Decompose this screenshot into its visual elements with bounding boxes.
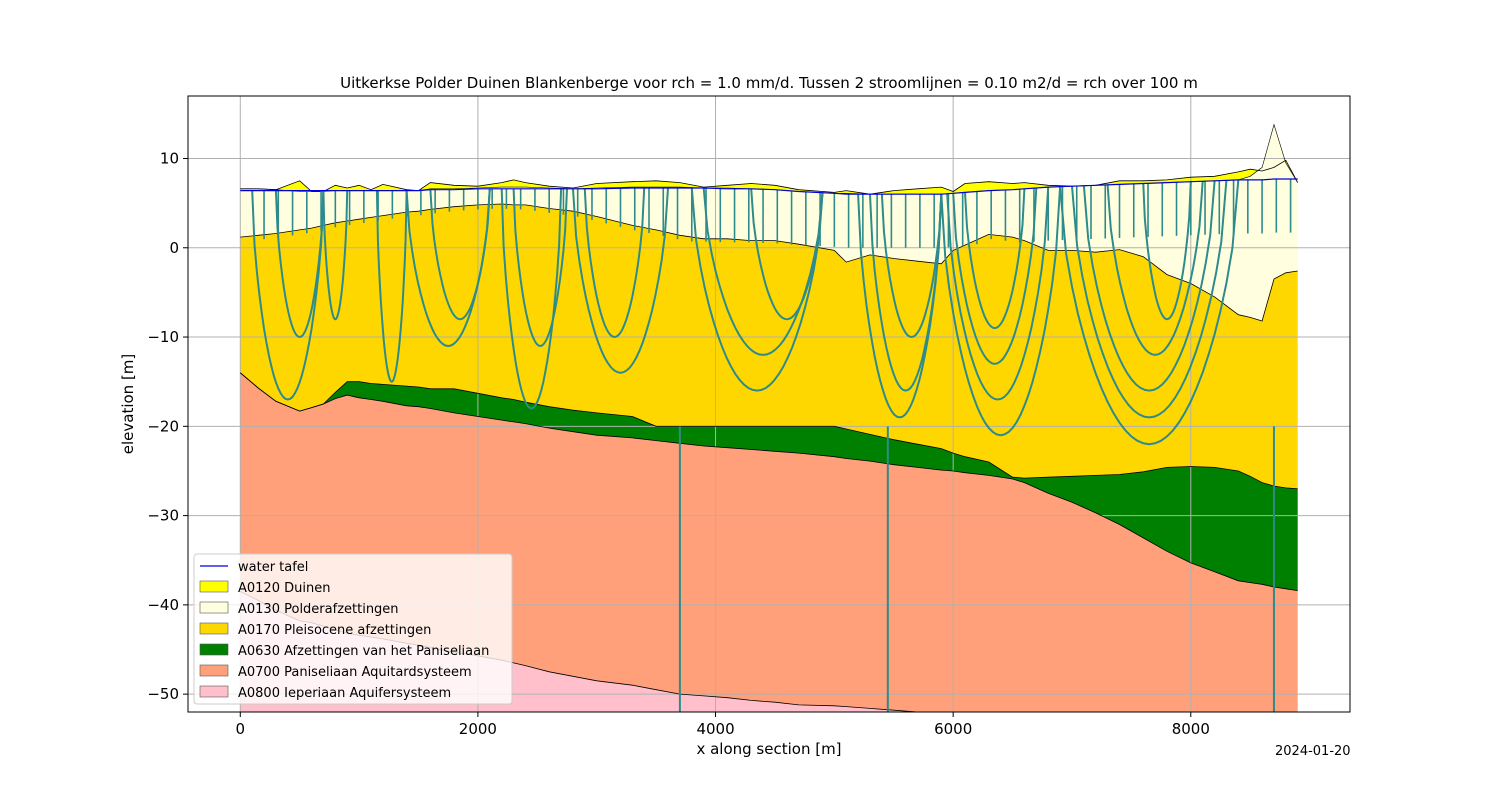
- streamline: [1106, 181, 1204, 356]
- streamline: [1082, 180, 1216, 392]
- legend-label: A0800 Ieperiaan Aquifersysteem: [238, 686, 451, 701]
- boundary-line: [240, 159, 1299, 195]
- legend-label: A0170 Pleisocene afzettingen: [238, 623, 431, 638]
- legend: water tafel A0120 Duinen A0130 Polderafzet…: [193, 553, 513, 705]
- y-tick-label: −30: [147, 507, 179, 525]
- legend-label: A0700 Paniseliaan Aquitardsysteem: [238, 665, 472, 680]
- legend-swatch: [199, 601, 229, 614]
- streamline: [690, 187, 824, 392]
- layer-a0170: [240, 204, 1298, 489]
- streamline: [572, 187, 669, 374]
- water-table: [240, 178, 1298, 195]
- y-tick-label: −50: [147, 685, 179, 703]
- legend-swatch: [199, 580, 229, 593]
- streamline: [429, 188, 491, 321]
- y-tick-label: −20: [147, 417, 179, 435]
- streamline: [952, 187, 1038, 365]
- legend-label: A0120 Duinen: [238, 581, 330, 596]
- streamline: [274, 190, 325, 339]
- legend-swatch: [199, 622, 229, 635]
- plot-frame: [187, 95, 1351, 713]
- layer-a0630: [240, 372, 1298, 591]
- x-tick-label: 6000: [934, 720, 972, 738]
- y-tick-label: 10: [160, 149, 179, 167]
- boundary-line: [240, 203, 1298, 322]
- streamline: [964, 188, 1026, 330]
- x-axis-ticks: 0 2000 4000 6000 8000: [236, 712, 1210, 738]
- x-tick-label: 8000: [1172, 720, 1210, 738]
- x-tick-label: 2000: [459, 720, 497, 738]
- streamline: [1142, 181, 1192, 321]
- legend-swatch: [199, 664, 229, 677]
- streamline: [500, 188, 563, 410]
- boundary-line: [240, 372, 1298, 591]
- y-tick-label: 0: [169, 239, 179, 257]
- streamline: [857, 194, 943, 419]
- streamline: [375, 190, 408, 383]
- y-axis-ticks: −50 −40 −30 −20 −10 0 10: [147, 149, 188, 703]
- streamline: [251, 190, 325, 401]
- legend-swatch: [199, 643, 229, 656]
- streamline: [946, 187, 1050, 401]
- streamline: [512, 188, 568, 348]
- streamline: [1059, 179, 1240, 446]
- legend-swatch: [199, 685, 229, 698]
- streamline: [940, 186, 1062, 437]
- streamline: [1071, 180, 1228, 419]
- y-tick-label: −10: [147, 328, 179, 346]
- y-axis-label: elevation [m]: [119, 354, 137, 455]
- streamline: [869, 194, 943, 392]
- x-tick-label: 0: [236, 720, 246, 738]
- streamline: [750, 188, 824, 321]
- chart-title: Uitkerkse Polder Duinen Blankenberge voo…: [340, 74, 1198, 92]
- streamline: [583, 187, 646, 339]
- x-axis-label: x along section [m]: [696, 740, 841, 758]
- y-tick-label: −40: [147, 596, 179, 614]
- layer-a0130: [240, 124, 1298, 321]
- streamlines: [251, 179, 1292, 712]
- boundary-line: [240, 372, 1298, 490]
- date-stamp: 2024-01-20: [1275, 744, 1351, 759]
- legend-label: A0130 Polderafzettingen: [238, 602, 399, 617]
- legend-label: A0630 Afzettingen van het Paniseliaan: [238, 644, 489, 659]
- streamline: [322, 190, 349, 321]
- streamline: [880, 194, 943, 339]
- water-table-line: [240, 178, 1298, 195]
- legend-label: water tafel: [238, 560, 308, 575]
- x-tick-label: 4000: [696, 720, 734, 738]
- legend-box: [193, 553, 513, 705]
